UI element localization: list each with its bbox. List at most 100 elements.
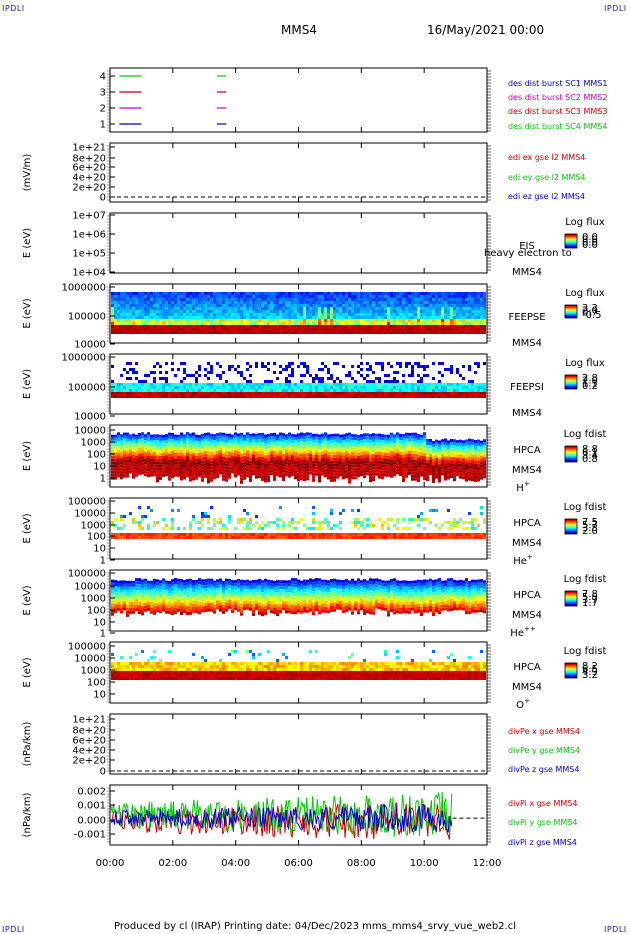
spectro-cell — [273, 392, 276, 395]
spectro-cell — [138, 533, 141, 536]
spectro-cell — [399, 304, 402, 307]
spectro-cell — [366, 463, 369, 467]
spectro-cell — [483, 460, 486, 464]
legend-burst-1: des dist burst SC2 MMS2 — [508, 93, 607, 102]
spectrogram-feepse — [111, 292, 486, 334]
spectro-cell — [150, 434, 153, 438]
spectro-cell — [306, 292, 309, 295]
spectro-cell — [225, 448, 228, 452]
ylabel-eis: E (eV) — [22, 228, 33, 258]
spectro-cell — [414, 295, 417, 298]
spectro-cell — [159, 316, 162, 319]
spectro-cell — [132, 307, 135, 310]
spectro-cell — [444, 474, 447, 478]
spectro-cell — [261, 325, 264, 328]
ytick-label: 2e+20 — [72, 183, 106, 194]
spectro-cell — [255, 386, 258, 389]
spectro-cell — [420, 310, 423, 313]
spectro-cell — [207, 456, 210, 460]
spectro-cell — [240, 456, 243, 460]
spectro-cell — [414, 322, 417, 325]
spectro-cell — [285, 383, 288, 386]
spectro-cell — [375, 463, 378, 467]
spectro-cell — [312, 436, 315, 440]
spectro-cell — [459, 298, 462, 301]
spectro-cell — [396, 328, 399, 331]
spectro-cell — [114, 313, 117, 316]
spectro-cell — [153, 434, 156, 438]
spectro-cell — [402, 386, 405, 389]
spectro-cell — [255, 298, 258, 301]
spectro-cell — [177, 536, 180, 539]
spectro-cell — [120, 515, 123, 518]
spectro-cell — [210, 442, 213, 446]
spectro-cell — [300, 362, 303, 365]
spectro-cell — [441, 319, 444, 322]
spectro-cell — [117, 298, 120, 301]
spectro-cell — [327, 328, 330, 331]
spectro-cell — [153, 395, 156, 398]
colorbar-tick: 2.0 — [582, 305, 598, 316]
spectro-cell — [429, 304, 432, 307]
spectro-cell — [177, 443, 180, 447]
spectro-cell — [483, 307, 486, 310]
spectro-cell — [333, 472, 336, 476]
spectro-cell — [267, 392, 270, 395]
spectro-cell — [222, 304, 225, 307]
spectro-cell — [225, 460, 228, 464]
spectro-cell — [333, 457, 336, 461]
spectro-cell — [366, 295, 369, 298]
spectro-cell — [342, 331, 345, 334]
spectro-cell — [333, 445, 336, 449]
spectro-cell — [282, 433, 285, 437]
spectro-cell — [165, 331, 168, 334]
spectro-cell — [171, 298, 174, 301]
spectro-cell — [270, 472, 273, 476]
spectro-cell — [432, 322, 435, 325]
spectro-cell — [186, 328, 189, 331]
spectro-cell — [387, 331, 390, 334]
spectro-cell — [147, 389, 150, 392]
spectro-cell — [261, 438, 264, 442]
spectro-cell — [255, 395, 258, 398]
spectro-cell — [219, 459, 222, 463]
spectro-cell — [468, 292, 471, 295]
spectro-cell — [198, 446, 201, 450]
spectro-cell — [315, 377, 318, 380]
spectro-cell — [210, 466, 213, 470]
spectro-cell — [432, 301, 435, 304]
spectro-cell — [234, 389, 237, 392]
spectro-cell — [402, 395, 405, 398]
spectro-cell — [474, 304, 477, 307]
spectro-cell — [345, 301, 348, 304]
spectro-cell — [210, 322, 213, 325]
spectro-cell — [333, 310, 336, 313]
spectro-cell — [210, 395, 213, 398]
spectro-cell — [279, 453, 282, 457]
spectro-cell — [141, 533, 144, 536]
spectro-cell — [276, 386, 279, 389]
spectro-cell — [342, 458, 345, 462]
spectro-cell — [186, 456, 189, 460]
spectro-cell — [123, 392, 126, 395]
spectro-cell — [426, 459, 429, 463]
spectro-cell — [360, 310, 363, 313]
spectro-cell — [459, 374, 462, 377]
spectro-cell — [153, 536, 156, 539]
spectro-cell — [303, 386, 306, 389]
spectro-cell — [306, 386, 309, 389]
spectro-cell — [357, 458, 360, 462]
spectro-cell — [441, 389, 444, 392]
spectro-cell — [324, 435, 327, 439]
spectro-cell — [408, 432, 411, 436]
spectro-cell — [141, 304, 144, 307]
spectro-cell — [231, 458, 234, 462]
spectro-cell — [291, 434, 294, 438]
spectro-cell — [396, 468, 399, 472]
spectro-cell — [357, 371, 360, 374]
spectro-cell — [462, 295, 465, 298]
spectro-cell — [309, 322, 312, 325]
spectro-cell — [249, 472, 252, 476]
spectro-cell — [405, 465, 408, 469]
spectro-cell — [213, 319, 216, 322]
